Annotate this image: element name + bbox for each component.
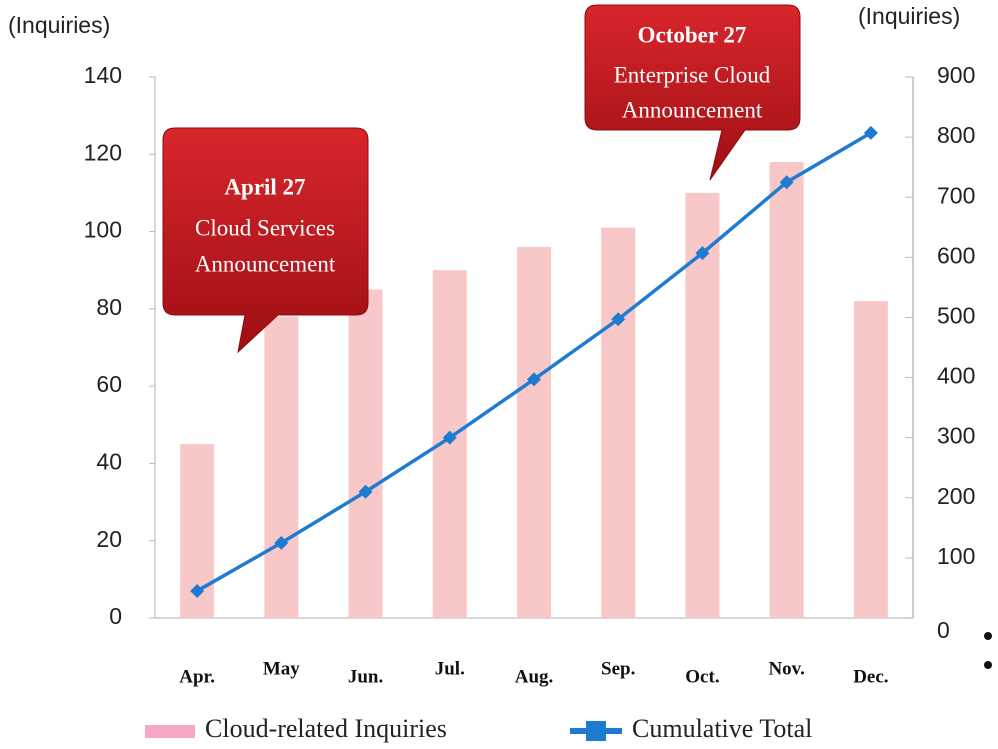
point	[779, 175, 794, 190]
legend-swatch	[586, 721, 606, 741]
legend-label: Cumulative Total	[632, 714, 812, 743]
y-tick-label: 120	[84, 139, 122, 165]
callout-date: April 27	[224, 174, 305, 199]
point	[190, 583, 205, 598]
y-tick-label: 140	[84, 62, 122, 88]
bar	[601, 227, 636, 618]
plot-area: 0 20 40 60 80 100 120 140 0 100 200 300 400 500 600 700…	[84, 62, 976, 687]
callout-text: Cloud Services	[195, 215, 335, 240]
point	[527, 372, 541, 387]
bar	[517, 247, 551, 618]
point	[695, 246, 710, 261]
callout-box	[162, 127, 369, 354]
bar	[769, 162, 804, 618]
x-tick-label: Oct.	[685, 666, 719, 687]
y-tick-label: 80	[96, 294, 122, 320]
point	[274, 535, 289, 550]
point	[611, 312, 626, 327]
y2-tick-label: 0	[937, 617, 950, 643]
x-tick-label: Dec.	[853, 666, 888, 687]
y2-tick-label: 500	[937, 303, 975, 329]
x-tick-label: May	[263, 658, 300, 679]
y-tick-label: 20	[96, 526, 122, 552]
callouts: April 27 Cloud Services Announcement Oct…	[162, 4, 801, 354]
bullet	[984, 661, 992, 669]
bar	[348, 289, 383, 618]
x-tick-label: Nov.	[768, 658, 804, 679]
y-tick-label: 60	[96, 371, 122, 397]
cropped-bullets	[984, 632, 992, 669]
x-tick-label: Aug.	[515, 666, 554, 687]
callout-text: Announcement	[195, 251, 336, 276]
y2-tick-label: 700	[937, 182, 975, 208]
x-tick-label: Sep.	[601, 658, 635, 679]
legend-label: Cloud-related Inquiries	[205, 714, 447, 743]
point	[442, 430, 457, 445]
y-axis-title: (Inquiries)	[8, 12, 110, 38]
y2-tick-label: 300	[937, 423, 975, 449]
bar	[853, 301, 888, 618]
legend-swatch	[145, 725, 195, 738]
y2-tick-label: 600	[937, 242, 975, 268]
point	[863, 125, 878, 140]
y2-tick-label: 100	[937, 543, 975, 569]
callout-date: October 27	[638, 22, 747, 47]
x-tick-label: Apr.	[179, 666, 215, 687]
y2-tick-label: 200	[937, 483, 975, 509]
y2-tick-label: 800	[937, 122, 975, 148]
callout-text: Enterprise Cloud	[614, 62, 771, 87]
y2-axis-title: (Inquiries)	[858, 3, 960, 29]
callout-text: Announcement	[622, 97, 763, 122]
bullet	[984, 632, 992, 640]
y-tick-label: 100	[84, 217, 122, 243]
x-tick-label: Jul.	[435, 658, 465, 679]
bar	[264, 316, 299, 618]
point	[358, 484, 373, 499]
legend: Cloud-related Inquiries Cumulative Total	[145, 714, 812, 743]
callout-box	[584, 4, 801, 181]
y-tick-label: 40	[96, 449, 122, 475]
y-tick-label: 0	[109, 603, 122, 629]
y2-tick-label: 900	[937, 62, 975, 88]
x-tick-label: Jun.	[348, 666, 383, 687]
y2-tick-label: 400	[937, 363, 975, 389]
